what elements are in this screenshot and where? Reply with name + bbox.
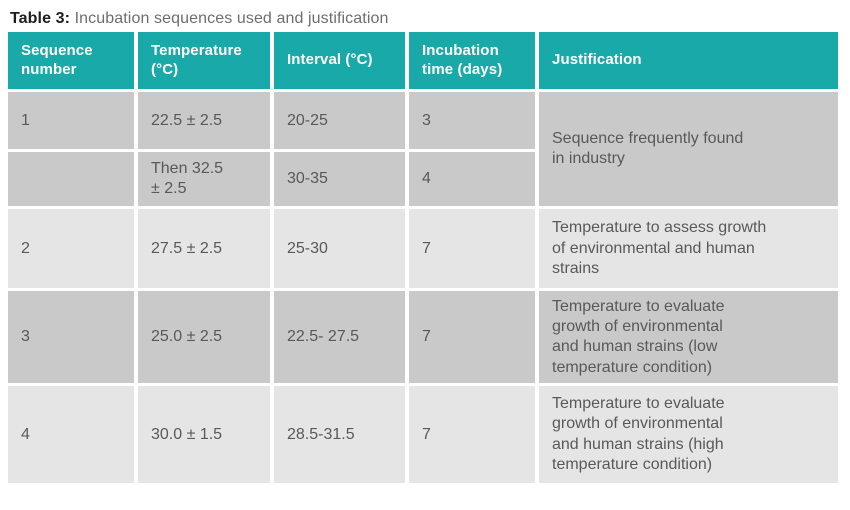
table-row-seq4: 4 30.0 ± 1.5 28.5-31.5 7 Temperature to … bbox=[8, 386, 838, 484]
cell-justification: Temperature to assess growth of environm… bbox=[539, 209, 838, 289]
cell-temperature: 25.0 ± 2.5 bbox=[138, 291, 270, 384]
cell-temperature: 22.5 ± 2.5 bbox=[138, 92, 270, 150]
cell-interval: 22.5- 27.5 bbox=[274, 291, 405, 384]
cell-sequence-number: 1 bbox=[8, 92, 134, 150]
header-temperature: Temperature (°C) bbox=[138, 32, 270, 90]
table-row-seq3: 3 25.0 ± 2.5 22.5- 27.5 7 Temperature to… bbox=[8, 291, 838, 384]
table-caption: Table 3: Incubation sequences used and j… bbox=[10, 9, 850, 28]
cell-temperature: 30.0 ± 1.5 bbox=[138, 386, 270, 484]
cell-interval: 28.5-31.5 bbox=[274, 386, 405, 484]
table-caption-label: Table 3: bbox=[10, 10, 71, 27]
cell-interval: 30-35 bbox=[274, 152, 405, 207]
cell-sequence-number: 3 bbox=[8, 291, 134, 384]
cell-temperature: 27.5 ± 2.5 bbox=[138, 209, 270, 289]
cell-incubation-time: 4 bbox=[409, 152, 535, 207]
cell-sequence-number: 4 bbox=[8, 386, 134, 484]
cell-sequence-number: 2 bbox=[8, 209, 134, 289]
header-interval: Interval (°C) bbox=[274, 32, 405, 90]
incubation-table: Sequence number Temperature (°C) Interva… bbox=[4, 29, 842, 486]
table-row-seq1-step2: Then 32.5 ± 2.5 30-35 4 bbox=[8, 152, 838, 207]
table-caption-text: Incubation sequences used and justificat… bbox=[70, 10, 389, 27]
cell-incubation-time: 7 bbox=[409, 209, 535, 289]
cell-justification: Temperature to evaluate growth of enviro… bbox=[539, 386, 838, 484]
cell-incubation-time: 7 bbox=[409, 291, 535, 384]
table-header-row: Sequence number Temperature (°C) Interva… bbox=[8, 32, 838, 90]
cell-incubation-time: 7 bbox=[409, 386, 535, 484]
cell-justification: Sequence frequently found in industry bbox=[539, 92, 838, 207]
cell-sequence-number bbox=[8, 152, 134, 207]
table-row-seq2: 2 27.5 ± 2.5 25-30 7 Temperature to asse… bbox=[8, 209, 838, 289]
cell-interval: 25-30 bbox=[274, 209, 405, 289]
cell-temperature: Then 32.5 ± 2.5 bbox=[138, 152, 270, 207]
cell-justification: Temperature to evaluate growth of enviro… bbox=[539, 291, 838, 384]
table-row-seq1-step1: 1 22.5 ± 2.5 20-25 3 Sequence frequently… bbox=[8, 92, 838, 207]
header-sequence-number: Sequence number bbox=[8, 32, 134, 90]
header-justification: Justification bbox=[539, 32, 838, 90]
cell-interval: 20-25 bbox=[274, 92, 405, 150]
header-incubation-time: Incubation time (days) bbox=[409, 32, 535, 90]
cell-incubation-time: 3 bbox=[409, 92, 535, 150]
